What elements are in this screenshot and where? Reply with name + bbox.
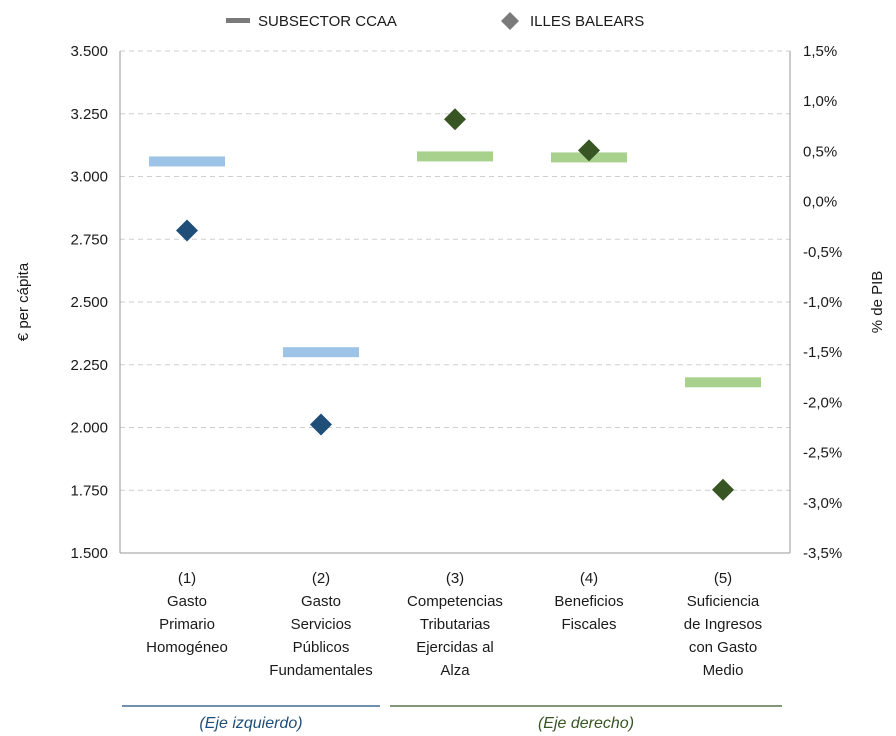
category-label: Públicos	[293, 639, 350, 656]
left-axis-title: € per cápita	[15, 262, 32, 341]
right-tick-label: -2,0%	[803, 394, 842, 411]
category-label: (3)	[446, 570, 464, 587]
category-label: Fiscales	[561, 616, 616, 633]
right-axis-title: % de PIB	[869, 271, 886, 334]
category-label: Alza	[440, 662, 470, 679]
left-tick-label: 3.500	[70, 43, 108, 60]
category-label: Gasto	[301, 593, 341, 610]
category-label: (2)	[312, 570, 330, 587]
gridlines	[120, 50, 790, 491]
illes-balears-diamond	[712, 478, 734, 501]
left-tick-label: 2.000	[70, 420, 108, 437]
legend-bar-swatch	[226, 18, 250, 23]
subsector-ccaa-bar	[685, 377, 761, 388]
left-tick-label: 2.750	[70, 231, 108, 248]
category-label: Tributarias	[420, 616, 490, 633]
category-label: de Ingresos	[684, 616, 762, 633]
illes-balears-diamond	[310, 413, 332, 436]
category-label: (4)	[580, 570, 598, 587]
right-tick-label: 0,0%	[803, 194, 837, 211]
right-tick-label: -2,5%	[803, 445, 842, 462]
category-label: Servicios	[291, 616, 352, 633]
category-label: Suficiencia	[687, 593, 760, 610]
left-tick-label: 1.500	[70, 545, 108, 562]
right-tick-label: -1,5%	[803, 344, 842, 361]
right-tick-label: -3,0%	[803, 495, 842, 512]
category-label: Fundamentales	[269, 662, 372, 679]
legend-label: ILLES BALEARS	[530, 13, 644, 30]
right-axis-ticks: -3,5% -3,0% -2,5% -2,0% -1,5% -1,0% -0,5% 0,0% 0…	[803, 43, 842, 562]
left-tick-label: 3.250	[70, 106, 108, 123]
category-labels: (1) Gasto Primario Homogéneo (2) Gasto Servici…	[146, 570, 762, 679]
left-tick-label: 2.500	[70, 294, 108, 311]
subsector-ccaa-bar	[283, 347, 359, 358]
legend-label: SUBSECTOR CCAA	[258, 13, 397, 30]
right-tick-label: -0,5%	[803, 244, 842, 261]
right-tick-label: 1,5%	[803, 43, 837, 60]
category-label: Homogéneo	[146, 639, 228, 656]
illes-balears-diamond	[578, 139, 600, 162]
category-label: Medio	[703, 662, 744, 679]
category-label: Ejercidas al	[416, 639, 494, 656]
legend: SUBSECTOR CCAA ILLES BALEARS	[226, 12, 644, 30]
group-label: (Eje derecho)	[538, 715, 634, 732]
category-label: Beneficios	[554, 593, 623, 610]
legend-diamond-swatch	[501, 12, 519, 30]
category-label: Primario	[159, 616, 215, 633]
subsector-ccaa-bar	[149, 156, 225, 167]
axes	[119, 51, 791, 554]
left-tick-label: 1.750	[70, 482, 108, 499]
right-tick-label: 1,0%	[803, 93, 837, 110]
right-tick-label: -3,5%	[803, 545, 842, 562]
axis-groups: (Eje izquierdo) (Eje derecho)	[122, 705, 782, 732]
group-label: (Eje izquierdo)	[199, 715, 302, 732]
right-tick-label: -1,0%	[803, 294, 842, 311]
right-tick-label: 0,5%	[803, 143, 837, 160]
illes-balears-diamond	[444, 108, 466, 131]
left-tick-label: 3.000	[70, 169, 108, 186]
illes-balears-diamond	[176, 219, 198, 242]
category-label: (1)	[178, 570, 196, 587]
category-label: Gasto	[167, 593, 207, 610]
category-label: con Gasto	[689, 639, 757, 656]
category-label: Competencias	[407, 593, 503, 610]
category-label: (5)	[714, 570, 732, 587]
left-tick-label: 2.250	[70, 357, 108, 374]
subsector-ccaa-bar	[417, 151, 493, 162]
chart-marks	[149, 108, 761, 501]
left-axis-ticks: 1.500 1.750 2.000 2.250 2.500 2.750 3.000 3.250…	[70, 43, 108, 562]
